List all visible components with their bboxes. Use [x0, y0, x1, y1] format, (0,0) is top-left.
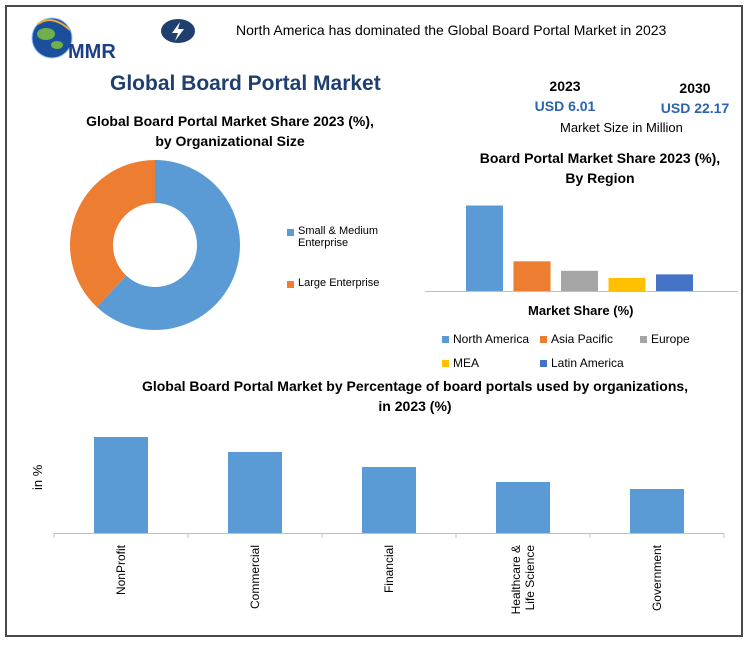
legend-label: Latin America [551, 356, 624, 370]
usage-tick-label: Life Science [523, 545, 537, 611]
legend-item-sme: Small & Medium Enterprise [287, 225, 397, 249]
usage-tick-label: Healthcare & [509, 545, 523, 614]
legend-label: Asia Pacific [551, 332, 614, 346]
legend-swatch [540, 335, 547, 343]
region-bar-europe [561, 270, 598, 291]
usage-tick-label: Commercial [248, 545, 262, 609]
legend-swatch [640, 335, 647, 343]
stat-year: 2030 [679, 80, 711, 96]
legend-label: Europe [651, 332, 690, 346]
region-title-line: By Region [565, 170, 635, 186]
usage-bar-financial [362, 467, 416, 533]
legend-item-large: Large Enterprise [287, 277, 397, 289]
usage-tick-label: Government [650, 544, 664, 611]
legend-label: MEA [453, 356, 480, 370]
stat-2030: 2030 USD 22.17 [655, 80, 735, 116]
region-bar-latin-america [656, 274, 693, 291]
donut-title-line: by Organizational Size [155, 133, 305, 149]
region-bar-asia-pacific [513, 261, 551, 291]
region-title-line: Board Portal Market Share 2023 (%), [479, 150, 721, 166]
lightning-icon [161, 19, 195, 43]
region-bar-chart [425, 205, 738, 292]
donut-title-line: Global Board Portal Market Share 2023 (%… [86, 113, 374, 129]
usage-bar-government [630, 489, 684, 533]
usage-tick-label: Financial [382, 545, 396, 593]
usage-title-line: in 2023 (%) [378, 398, 452, 414]
legend-label: Large Enterprise [298, 277, 380, 289]
brand-name: MMR [68, 41, 116, 63]
stat-year: 2023 [549, 78, 581, 94]
usage-bar-commercial [228, 452, 282, 533]
legend-swatch [442, 335, 449, 343]
page-title: Global Board Portal Market [110, 72, 381, 95]
usage-bar-healthcare-life-science [496, 482, 550, 533]
region-bar-mea [608, 277, 646, 291]
legend-item-mea: MEA [442, 356, 479, 370]
stat-value: USD 6.01 [534, 98, 596, 114]
legend-item-latin-america: Latin America [540, 356, 624, 370]
legend-swatch [287, 281, 294, 288]
usage-tick-label: NonProfit [114, 544, 128, 595]
region-bar-north-america [466, 205, 503, 291]
donut-title: Global Board Portal Market Share 2023 (%… [60, 111, 400, 151]
region-title: Board Portal Market Share 2023 (%), By R… [460, 148, 740, 188]
donut-chart [70, 160, 240, 330]
legend-label: North America [453, 332, 530, 346]
region-axis-label: Market Share (%) [528, 303, 634, 318]
donut-slice-small-medium-enterprise [96, 160, 240, 330]
legend-swatch [287, 229, 294, 236]
usage-bar-nonprofit [94, 437, 148, 533]
usage-bar-chart: NonProfit Commercial Financial Healthcare &… [53, 437, 725, 614]
region-legend: North America Asia Pacific Europe MEA La… [442, 332, 742, 372]
headline: North America has dominated the Global B… [236, 22, 667, 38]
donut-legend: Small & Medium Enterprise Large Enterpri… [287, 225, 397, 289]
legend-item-asia-pacific: Asia Pacific [540, 332, 613, 346]
usage-title-line: Global Board Portal Market by Percentage… [141, 378, 689, 394]
stat-value: USD 22.17 [660, 100, 730, 116]
legend-swatch [442, 359, 449, 367]
mmr-logo: MMR [31, 17, 116, 63]
usage-title: Global Board Portal Market by Percentage… [90, 376, 740, 416]
usage-ylabel: in % [30, 464, 45, 490]
legend-swatch [540, 359, 547, 367]
market-size-note: Market Size in Million [560, 120, 683, 135]
page-frame [5, 5, 743, 637]
donut-slice-large-enterprise [70, 160, 155, 307]
legend-label: Small & Medium Enterprise [298, 225, 379, 249]
legend-item-north-america: North America [442, 332, 529, 346]
stat-2023: 2023 USD 6.01 [530, 78, 600, 114]
legend-item-europe: Europe [640, 332, 690, 346]
